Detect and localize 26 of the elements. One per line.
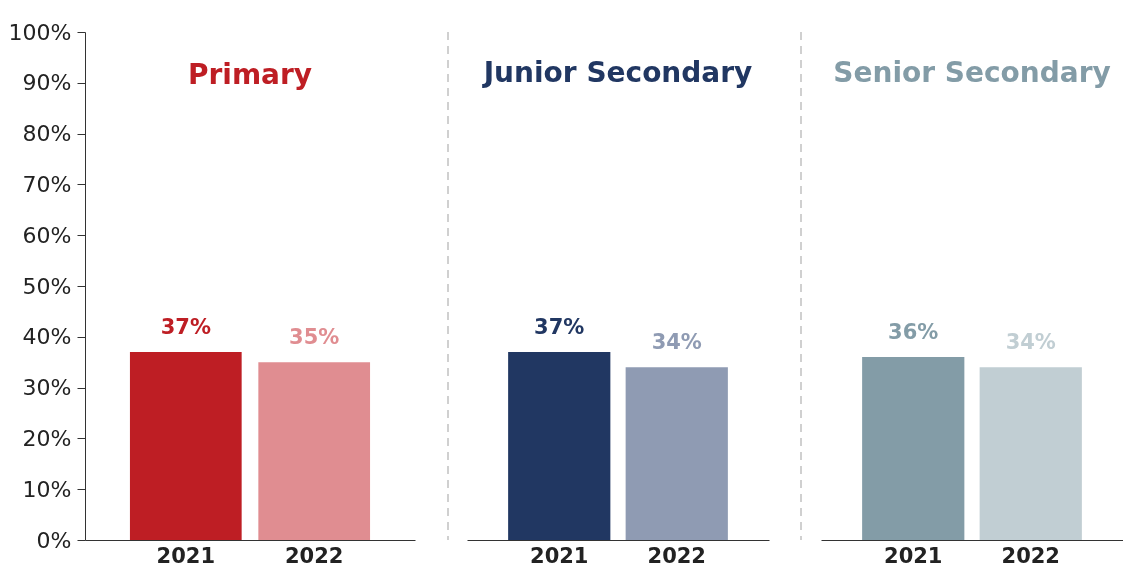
y-tick-label: 90% <box>22 70 72 96</box>
x-tick-label: 2021 <box>530 543 589 568</box>
x-tick-label: 2022 <box>647 543 706 568</box>
y-tick-label: 0% <box>36 527 72 553</box>
text: Senior Secondary <box>833 56 1111 89</box>
y-tick-label: 30% <box>22 375 72 401</box>
text: Primary <box>187 58 313 91</box>
x-tick-label: 2021 <box>884 543 943 568</box>
y-tick-label: 40% <box>22 324 72 350</box>
data-label: 34% <box>651 330 702 355</box>
x-tick-label: 2022 <box>1001 543 1060 568</box>
y-tick-label: 20% <box>22 425 72 451</box>
data-label: 36% <box>888 320 939 345</box>
x-tick-label: 2021 <box>156 543 216 568</box>
y-tick-label: 50% <box>22 273 72 299</box>
text: Junior Secondary <box>481 56 753 89</box>
y-tick-label: 80% <box>22 121 72 147</box>
data-label: 35% <box>289 325 340 350</box>
y-tick-label: 10% <box>22 476 72 502</box>
data-label: 34% <box>1005 330 1056 355</box>
x-tick-label: 2022 <box>284 543 344 568</box>
data-label: 37% <box>160 315 211 340</box>
y-tick-label: 100% <box>8 19 72 45</box>
y-tick-label: 60% <box>22 222 72 248</box>
data-label: 37% <box>534 315 585 340</box>
y-tick-label: 70% <box>22 171 72 197</box>
